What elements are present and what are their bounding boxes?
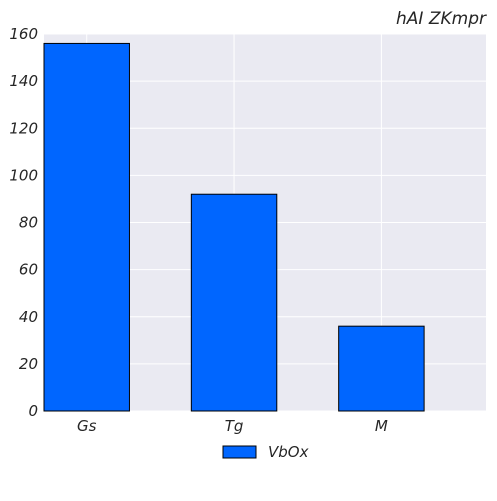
y-axis-ticks: 0 20 40 60 80 100 120 140 160 [9,25,38,420]
bar-m [338,325,425,412]
x-axis-ticks: Gs Tg M [77,417,388,435]
bar-gs [43,42,130,412]
y-tick-label: 80 [19,214,38,232]
y-tick-label: 20 [19,355,38,373]
legend-swatch [222,445,257,459]
x-tick-label: Tg [225,417,244,435]
y-tick-label: 140 [9,72,38,90]
y-tick-label: 160 [9,25,38,43]
chart-title: hAI ZKmpr [396,9,487,29]
x-tick-label: M [375,417,388,435]
y-tick-label: 0 [28,402,38,420]
bar-tg [190,193,278,412]
x-tick-label: Gs [77,417,97,435]
legend-label: VbOx [268,443,309,461]
y-tick-label: 60 [19,261,38,279]
y-tick-label: 120 [9,119,38,137]
legend: VbOx [222,443,309,461]
bars [43,42,425,412]
y-tick-label: 100 [9,166,38,184]
y-tick-label: 40 [19,308,38,326]
